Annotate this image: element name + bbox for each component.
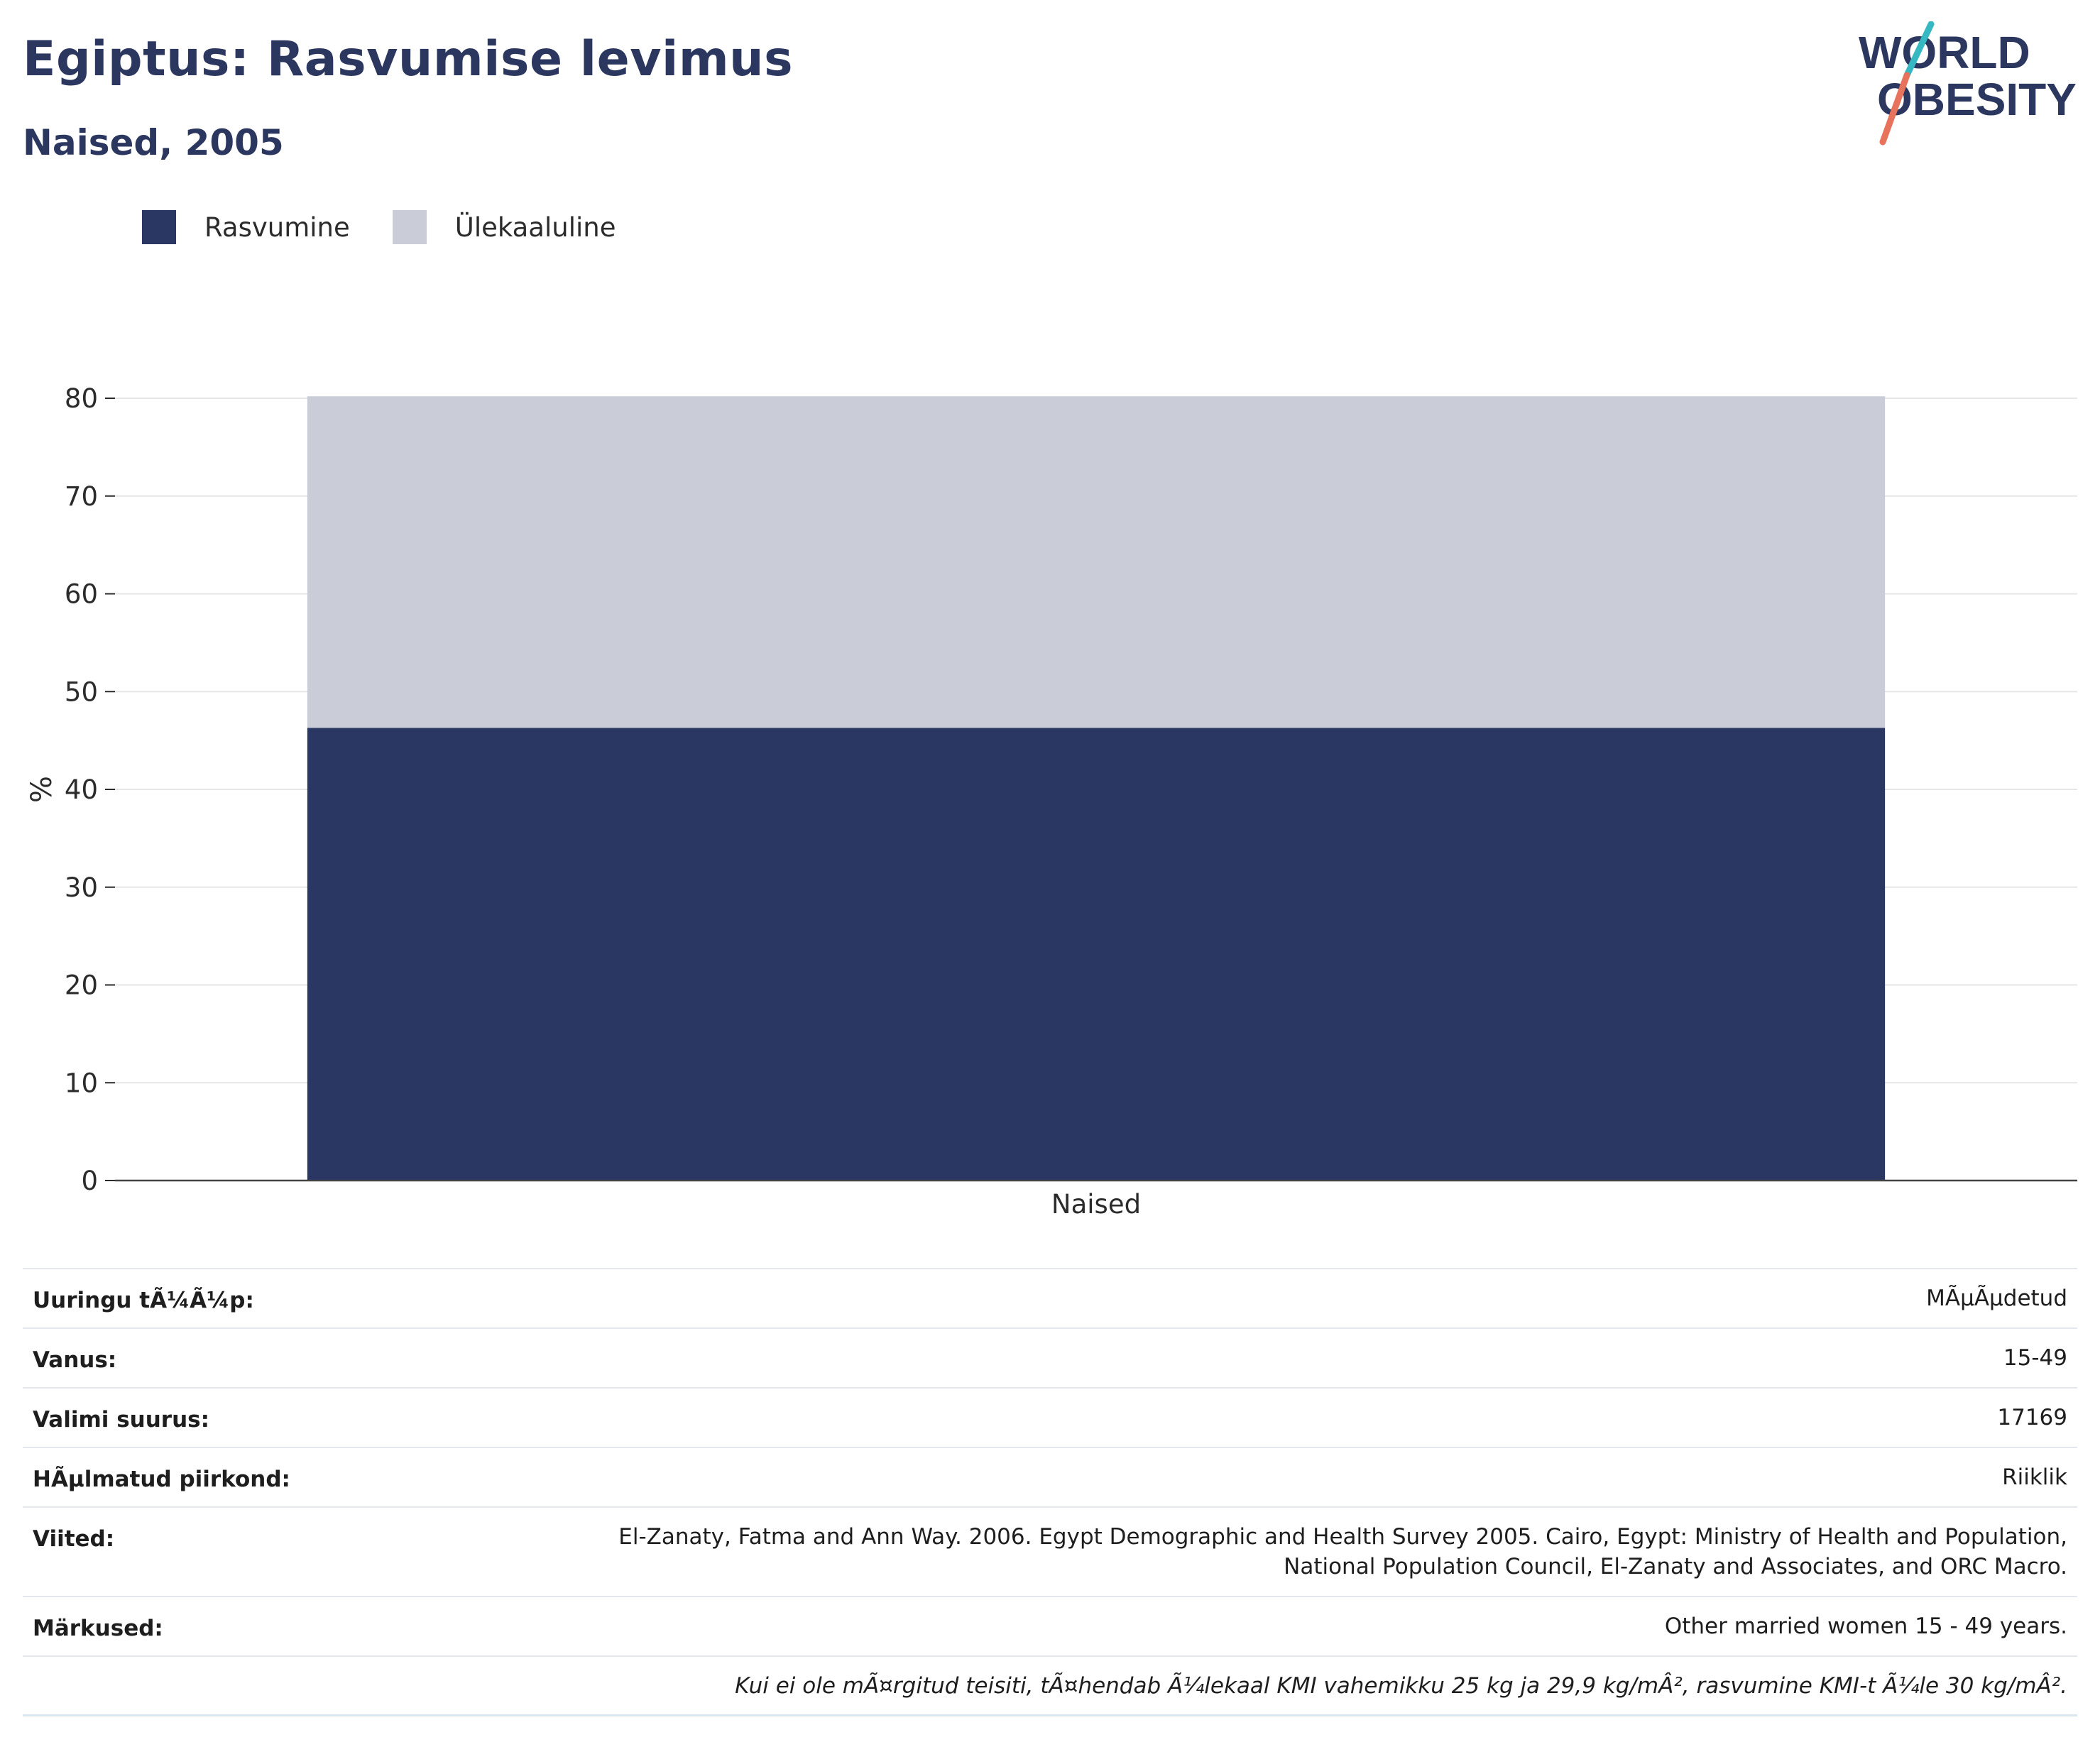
footnote-row: Kui ei ole mÃ¤rgitud teisiti, tÃ¤hendab …: [23, 1657, 2077, 1716]
logo-slash-top: [1903, 21, 1935, 79]
page-subtitle: Naised, 2005: [23, 122, 284, 163]
info-row-sample-size: Valimi suurus: 17169: [23, 1389, 2077, 1448]
info-row-coverage: HÃµlmatud piirkond: Riiklik: [23, 1448, 2077, 1508]
info-key: Uuringu tÃ¼Ã¼p:: [33, 1288, 254, 1313]
info-row-age: Vanus: 15-49: [23, 1329, 2077, 1389]
info-row-survey-type: Uuringu tÃ¼Ã¼p: MÃµÃµdetud: [23, 1269, 2077, 1329]
world-obesity-logo: WORLD OBESITY: [1859, 21, 2077, 146]
info-table: Uuringu tÃ¼Ã¼p: MÃµÃµdetud Vanus: 15-49 …: [23, 1268, 2077, 1716]
info-key: Märkused:: [33, 1616, 163, 1641]
legend-swatch-overweight: [392, 210, 427, 244]
y-tick-label: 10: [65, 1068, 98, 1098]
legend-item-overweight[interactable]: Ülekaaluline: [392, 210, 616, 244]
footnote: Kui ei ole mÃ¤rgitud teisiti, tÃ¤hendab …: [735, 1673, 2067, 1699]
y-tick-label: 50: [65, 677, 98, 707]
y-tick-label: 0: [81, 1166, 98, 1196]
reference-line-2: National Population Council, El-Zanaty a…: [1284, 1554, 2067, 1579]
logo-line1: WORLD: [1859, 27, 2030, 78]
info-row-references: Viited: El-Zanaty, Fatma and Ann Way. 20…: [23, 1508, 2077, 1597]
bar-obesity: [307, 728, 1886, 1181]
info-key: Viited:: [33, 1526, 115, 1552]
legend-swatch-obesity: [142, 210, 176, 244]
legend-label-overweight: Ülekaaluline: [454, 212, 616, 243]
x-tick-label: Naised: [1051, 1189, 1141, 1220]
bar-overweight: [307, 396, 1886, 728]
info-value: 17169: [1997, 1405, 2067, 1430]
info-value: Riiklik: [2002, 1464, 2067, 1490]
info-value: Other married women 15 - 49 years.: [1664, 1614, 2067, 1639]
info-key: Vanus:: [33, 1347, 117, 1373]
info-key: Valimi suurus:: [33, 1407, 209, 1433]
chart-legend: Rasvumine Ülekaaluline: [142, 210, 659, 244]
info-value: El-Zanaty, Fatma and Ann Way. 2006. Egyp…: [618, 1522, 2067, 1582]
legend-label-obesity: Rasvumine: [204, 212, 350, 243]
y-tick-label: 70: [65, 481, 98, 512]
y-tick-label: 80: [65, 383, 98, 414]
y-tick-label: 20: [65, 970, 98, 1001]
reference-line-1: El-Zanaty, Fatma and Ann Way. 2006. Egyp…: [618, 1524, 2067, 1550]
y-axis-label: %: [26, 776, 58, 803]
y-tick-label: 40: [65, 774, 98, 805]
y-tick-label: 30: [65, 872, 98, 903]
info-value: MÃµÃµdetud: [1926, 1286, 2067, 1311]
logo-line2: OBESITY: [1877, 74, 2077, 125]
info-row-notes: Märkused: Other married women 15 - 49 ye…: [23, 1597, 2077, 1657]
y-tick-label: 60: [65, 579, 98, 610]
logo-slash-bottom: [1879, 72, 1910, 146]
info-key: HÃµlmatud piirkond:: [33, 1467, 290, 1492]
stacked-bar-chart: 0 10 20 30 40 50 60 70 80 Naised%: [26, 383, 2077, 1220]
page-title: Egiptus: Rasvumise levimus: [23, 31, 794, 87]
legend-item-obesity[interactable]: Rasvumine: [142, 210, 350, 244]
info-value: 15-49: [2003, 1345, 2067, 1371]
